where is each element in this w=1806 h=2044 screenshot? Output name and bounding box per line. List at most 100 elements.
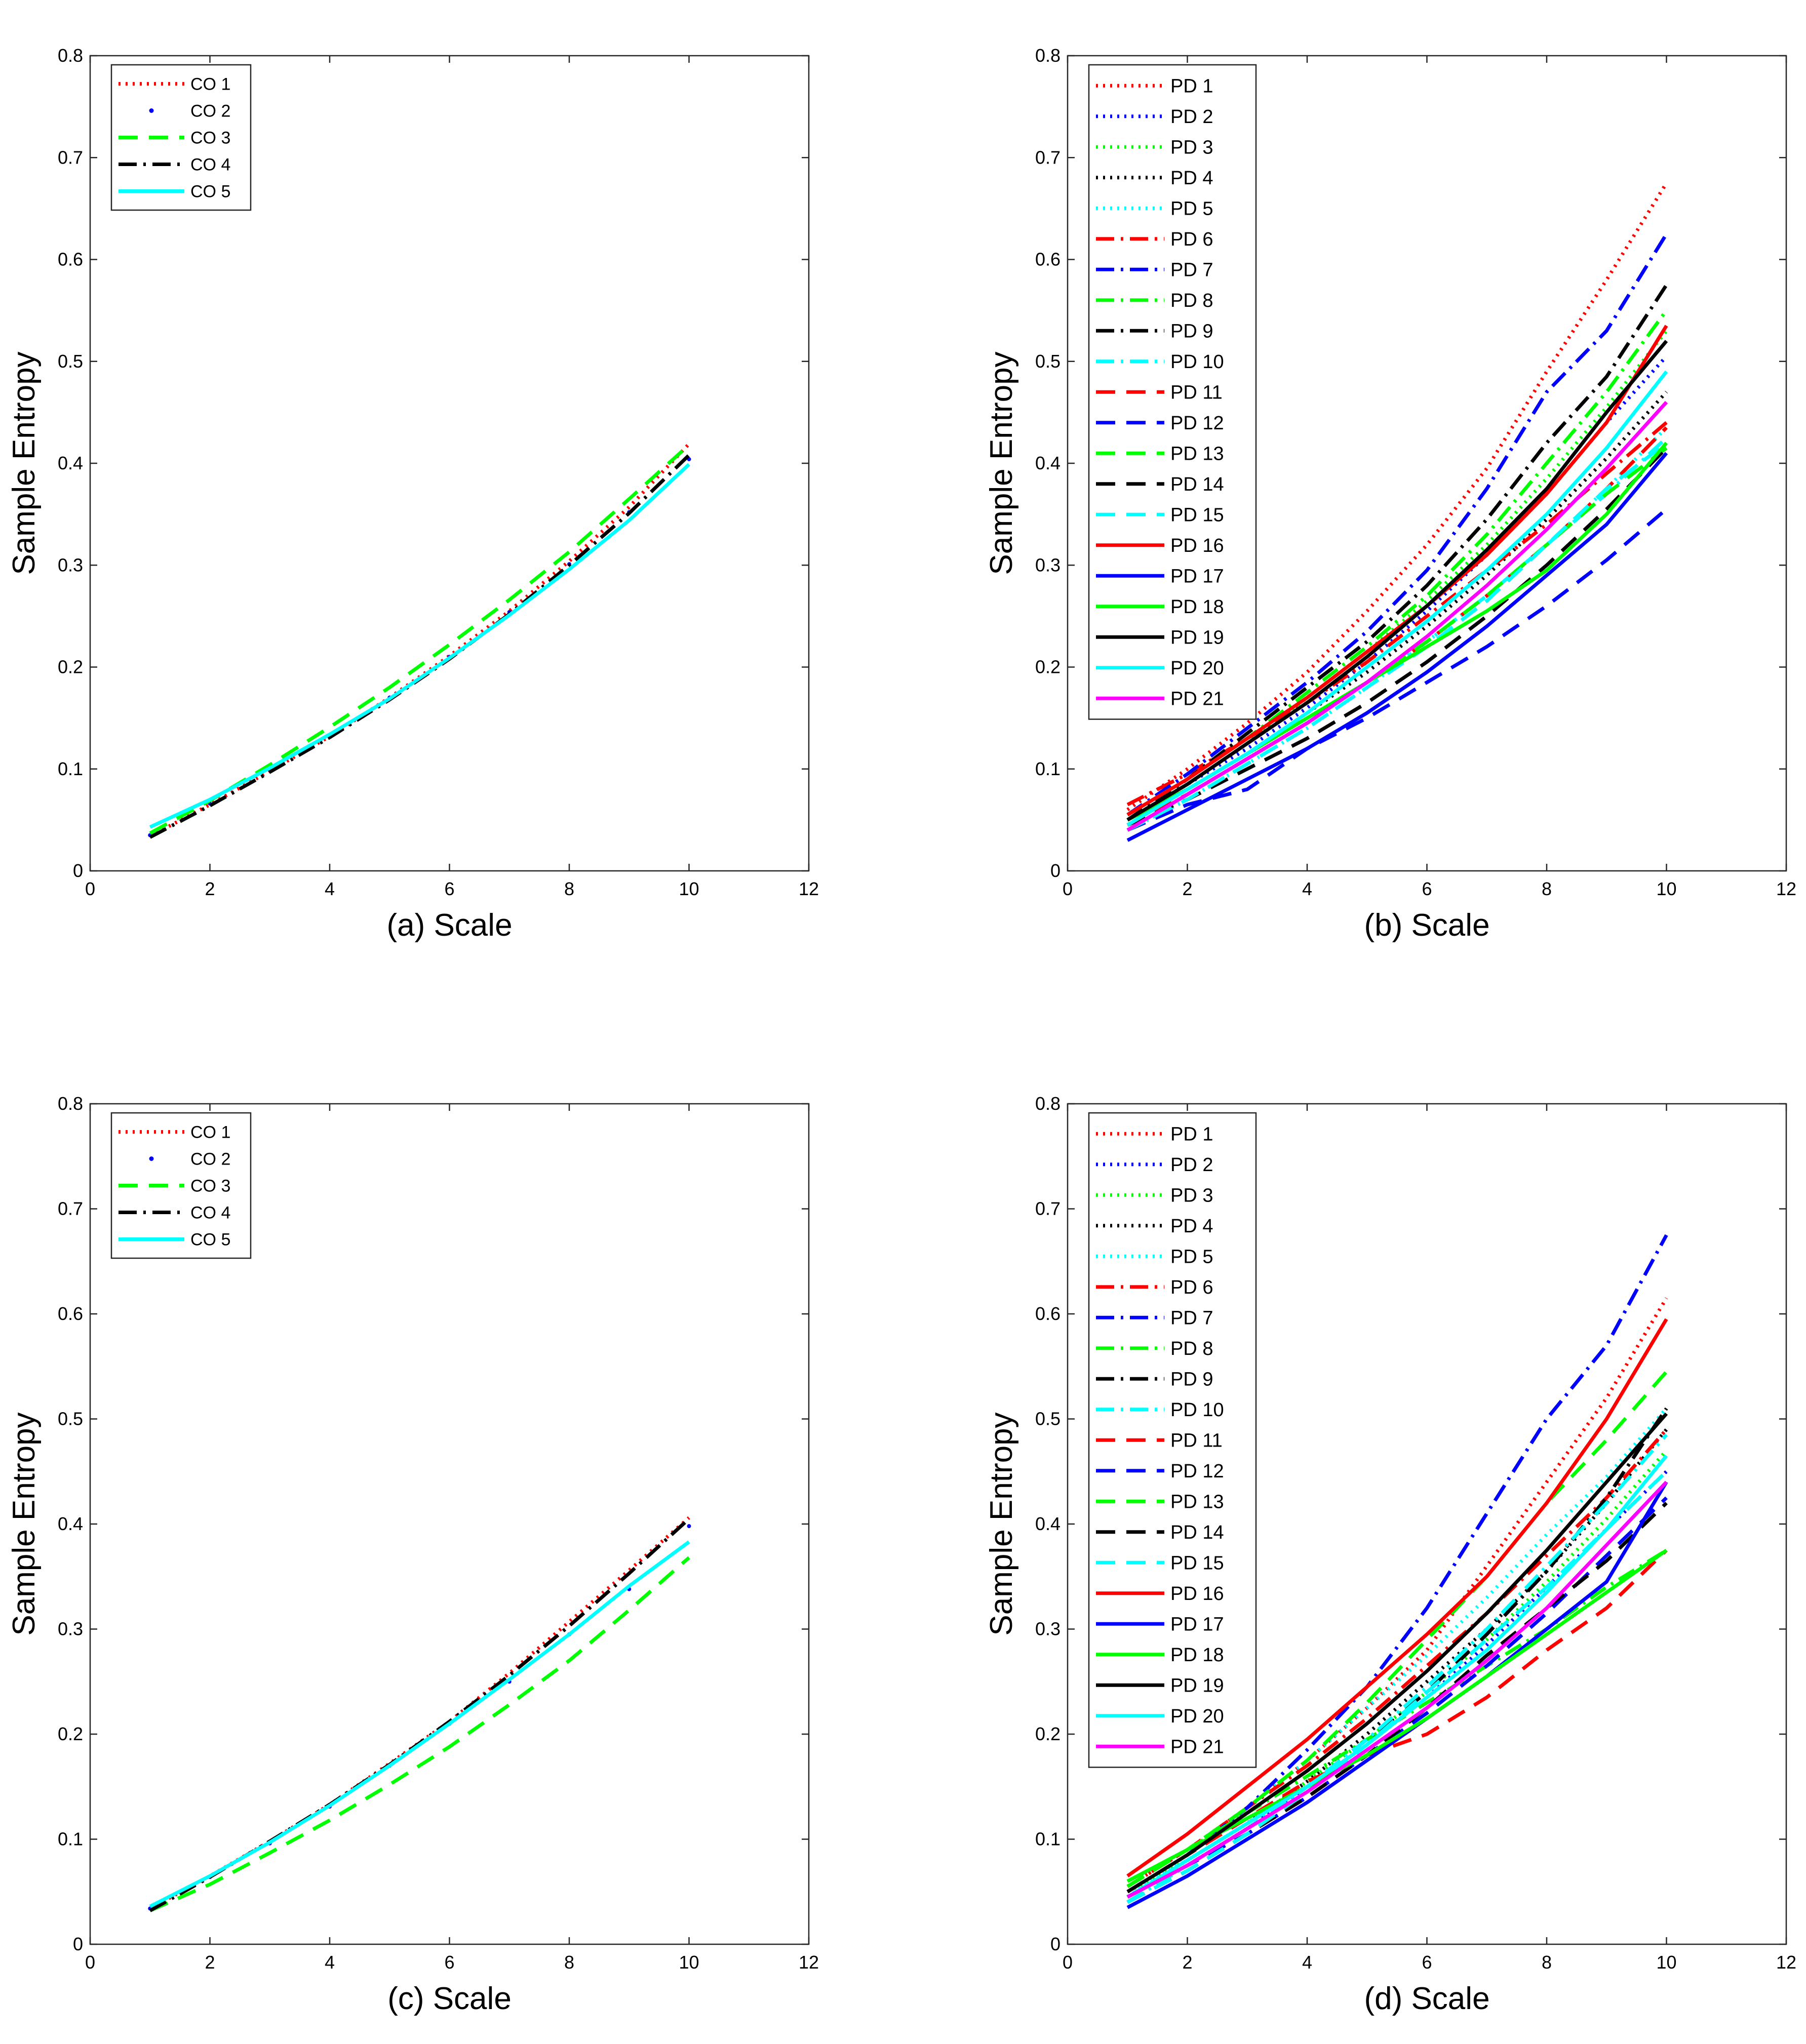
y-tick-label: 0.7 — [58, 147, 83, 168]
x-tick-label: 12 — [1776, 1952, 1796, 1973]
y-tick-label: 0.6 — [58, 1303, 83, 1324]
series-line-pd-7 — [1126, 233, 1668, 817]
x-tick-label: 0 — [1063, 878, 1073, 899]
x-tick-label: 8 — [1542, 1952, 1552, 1973]
y-tick-label: 0.5 — [58, 1409, 83, 1429]
series-line-pd-11 — [1126, 1549, 1668, 1894]
y-tick-label: 0.4 — [58, 1513, 83, 1534]
legend-label: PD 1 — [1170, 1124, 1213, 1145]
x-tick-label: 0 — [1063, 1952, 1073, 1973]
chart-panel-c: 0 2 4 6 8 10 12 0 0.1 0.2 0.3 0.4 0.5 0.6 0.7 0.8 (c) Sc… — [7, 1093, 819, 2016]
legend-label: PD 18 — [1170, 596, 1224, 618]
legend: CO 1 CO 2 CO 3 CO 4 CO 5 — [110, 64, 252, 211]
y-tick-label: 0.2 — [1035, 1724, 1061, 1744]
x-tick-label: 2 — [1182, 878, 1192, 899]
x-tick-label: 6 — [1422, 1952, 1432, 1973]
legend-label: PD 6 — [1170, 229, 1213, 250]
x-axis-label: (d) Scale — [1364, 1981, 1489, 2016]
y-tick-label: 0.7 — [58, 1198, 83, 1219]
legend-box — [1088, 1112, 1257, 1768]
legend-label: PD 18 — [1170, 1645, 1224, 1666]
x-tick-label: 12 — [1776, 878, 1796, 899]
y-axis-label: Sample Entropy — [984, 1412, 1019, 1635]
series-line-pd-5 — [1126, 1407, 1668, 1899]
legend-label: PD 3 — [1170, 1185, 1213, 1207]
series-line-pd-2 — [1126, 355, 1668, 822]
series-line-pd-16 — [1126, 1318, 1668, 1877]
legend-label: PD 2 — [1170, 106, 1213, 128]
x-axis-label: (b) Scale — [1364, 908, 1489, 943]
series-line-pd-21 — [1126, 400, 1668, 832]
x-tick-label: 12 — [799, 878, 819, 899]
y-tick-label: 0.1 — [58, 1829, 83, 1850]
legend-label: PD 13 — [1170, 444, 1224, 465]
x-axis-label: (c) Scale — [387, 1981, 512, 2016]
legend-label: PD 14 — [1170, 474, 1224, 495]
legend-label: CO 2 — [190, 1149, 230, 1169]
legend-label: PD 12 — [1170, 1461, 1224, 1482]
x-tick-label: 6 — [444, 878, 454, 899]
legend-label: CO 2 — [190, 101, 230, 121]
series-line-pd-13 — [1126, 1370, 1668, 1888]
legend-label: CO 3 — [190, 128, 230, 147]
y-tick-label: 0.7 — [1035, 147, 1061, 168]
legend-label: PD 16 — [1170, 535, 1224, 556]
y-tick-label: 0.8 — [1035, 45, 1061, 66]
legend-label: PD 21 — [1170, 689, 1224, 710]
legend-label: PD 11 — [1170, 1430, 1223, 1452]
legend-label: CO 4 — [190, 1203, 230, 1222]
y-tick-label: 0.1 — [1035, 758, 1061, 779]
legend-label: CO 5 — [190, 182, 230, 201]
y-tick-label: 0.4 — [58, 453, 83, 473]
series-line-pd-1 — [1126, 182, 1668, 812]
x-tick-label: 2 — [205, 1952, 215, 1973]
legend-label: PD 5 — [1170, 198, 1213, 220]
legend-label: PD 9 — [1170, 321, 1213, 342]
x-tick-label: 6 — [1422, 878, 1432, 899]
legend-label: PD 4 — [1170, 168, 1213, 189]
y-tick-label: 0.6 — [1035, 249, 1061, 270]
x-tick-label: 10 — [1656, 878, 1676, 899]
legend-label: PD 20 — [1170, 1706, 1224, 1727]
series-line-co-5 — [149, 1540, 690, 1908]
x-tick-label: 4 — [1302, 878, 1312, 899]
y-tick-label: 0.4 — [1035, 1513, 1061, 1534]
y-axis-label: Sample Entropy — [7, 1412, 42, 1635]
y-tick-label: 0.6 — [1035, 1303, 1061, 1324]
x-tick-label: 8 — [1542, 878, 1552, 899]
legend-label: PD 19 — [1170, 1675, 1224, 1697]
y-tick-label: 0.4 — [1035, 453, 1061, 473]
series-line-pd-14 — [1126, 447, 1668, 827]
legend-swatch — [149, 108, 154, 113]
y-tick-label: 0.7 — [1035, 1198, 1061, 1219]
x-tick-label: 2 — [1182, 1952, 1192, 1973]
y-tick-label: 0.1 — [1035, 1829, 1061, 1850]
legend-label: CO 3 — [190, 1176, 230, 1195]
y-tick-label: 0.8 — [1035, 1093, 1061, 1114]
y-tick-label: 0.8 — [58, 45, 83, 66]
series-line-pd-19 — [1126, 1412, 1668, 1894]
y-tick-label: 0.2 — [58, 657, 83, 677]
x-tick-label: 8 — [564, 1952, 574, 1973]
legend-label: CO 1 — [190, 1123, 230, 1142]
x-tick-label: 0 — [85, 1952, 95, 1973]
y-tick-label: 0.3 — [1035, 554, 1061, 575]
y-tick-label: 0 — [73, 1934, 83, 1954]
legend-label: PD 3 — [1170, 137, 1213, 158]
legend-label: PD 12 — [1170, 413, 1224, 434]
legend-label: PD 16 — [1170, 1583, 1224, 1605]
legend-label: PD 10 — [1170, 1399, 1224, 1421]
legend-label: PD 21 — [1170, 1737, 1224, 1758]
series-line-pd-21 — [1126, 1480, 1668, 1899]
y-tick-label: 0.3 — [1035, 1619, 1061, 1639]
x-tick-label: 10 — [1656, 1952, 1676, 1973]
legend-label: CO 4 — [190, 155, 230, 174]
legend-label: PD 17 — [1170, 1614, 1224, 1635]
legend-label: PD 9 — [1170, 1369, 1213, 1390]
y-tick-label: 0.5 — [1035, 351, 1061, 372]
legend-label: CO 1 — [190, 74, 230, 94]
legend-label: PD 5 — [1170, 1247, 1213, 1268]
legend-label: PD 20 — [1170, 658, 1224, 679]
x-tick-label: 0 — [85, 878, 95, 899]
y-tick-label: 0.6 — [58, 249, 83, 270]
